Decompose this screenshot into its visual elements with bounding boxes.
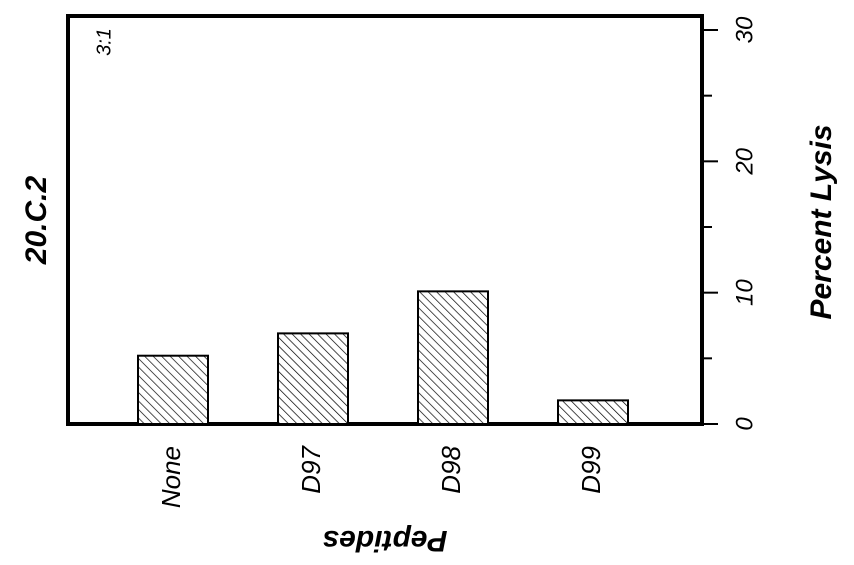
x-tick-label: None [156, 446, 186, 508]
y-axis-ticks: 0 10 20 30 [702, 16, 758, 431]
bars [138, 291, 628, 424]
chart-title: 20.C.2 [20, 175, 53, 265]
x-tick-label: D98 [436, 445, 466, 493]
y-axis-title: Percent Lysis [805, 124, 838, 319]
y-tick-label: 30 [731, 16, 758, 43]
bar-d97 [278, 333, 348, 424]
bar-d99 [558, 400, 628, 424]
x-axis-title: Peptides [322, 524, 447, 557]
x-tick-label: D99 [576, 446, 606, 494]
x-tick-label: D97 [296, 444, 326, 493]
y-tick-label: 10 [731, 279, 758, 306]
y-tick-label: 0 [731, 417, 758, 431]
x-axis-labels: None D97 D98 D99 [156, 444, 606, 508]
y-tick-label: 20 [731, 147, 758, 175]
bar-none [138, 356, 208, 424]
ratio-annotation: 3:1 [93, 28, 115, 56]
bar-d98 [418, 291, 488, 424]
